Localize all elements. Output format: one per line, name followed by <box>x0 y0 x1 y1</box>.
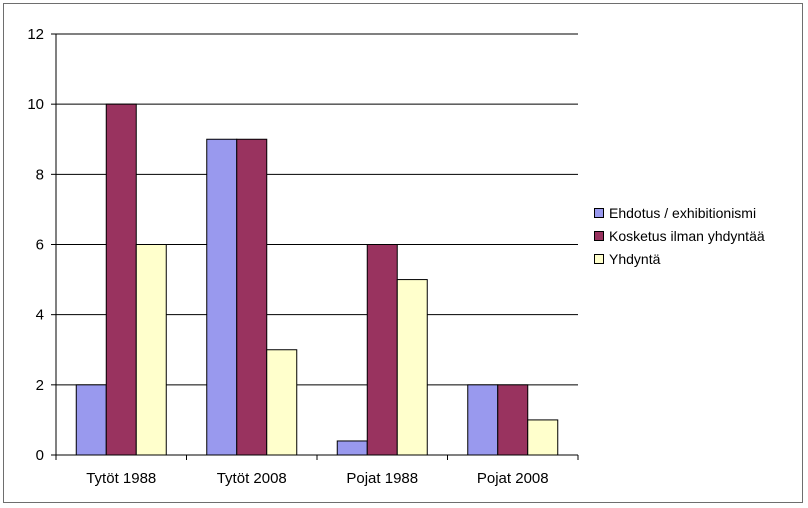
bar <box>236 138 268 456</box>
y-tick-label: 0 <box>36 447 44 464</box>
y-tick-label: 2 <box>36 377 44 394</box>
legend-item: Kosketus ilman yhdyntää <box>594 224 765 247</box>
x-tick-label: Pojat 2008 <box>477 470 549 487</box>
bar <box>467 384 499 456</box>
legend-label: Ehdotus / exhibitionismi <box>609 204 757 221</box>
bar <box>366 244 398 456</box>
bar <box>206 138 238 456</box>
legend-swatch <box>594 253 604 264</box>
bar <box>497 384 529 456</box>
legend: Ehdotus / exhibitionismi Kosketus ilman … <box>594 201 765 270</box>
bar <box>105 103 137 456</box>
legend-label: Yhdyntä <box>609 250 661 267</box>
y-tick-label: 8 <box>36 166 44 183</box>
bar <box>266 349 298 456</box>
legend-item: Ehdotus / exhibitionismi <box>594 201 765 224</box>
legend-item: Yhdyntä <box>594 247 765 270</box>
bar <box>75 384 107 456</box>
legend-swatch <box>594 207 604 218</box>
bars <box>75 103 559 456</box>
x-tick-label: Tytöt 1988 <box>86 470 156 487</box>
legend-swatch <box>594 230 604 241</box>
y-tick-label: 12 <box>27 26 44 43</box>
bar <box>336 440 368 456</box>
bar <box>396 279 428 456</box>
legend-label: Kosketus ilman yhdyntää <box>609 227 765 244</box>
bar <box>135 244 167 456</box>
bar <box>527 419 559 456</box>
x-tick-label: Tytöt 2008 <box>217 470 287 487</box>
y-tick-label: 6 <box>36 237 44 254</box>
x-tick-label: Pojat 1988 <box>346 470 418 487</box>
y-axis-ticks: 0 2 4 6 8 10 12 <box>27 26 56 464</box>
y-tick-label: 10 <box>27 96 44 113</box>
y-tick-label: 4 <box>36 307 44 324</box>
x-axis-ticks: Tytöt 1988 Tytöt 2008 Pojat 1988 Pojat 2008 <box>55 455 579 487</box>
